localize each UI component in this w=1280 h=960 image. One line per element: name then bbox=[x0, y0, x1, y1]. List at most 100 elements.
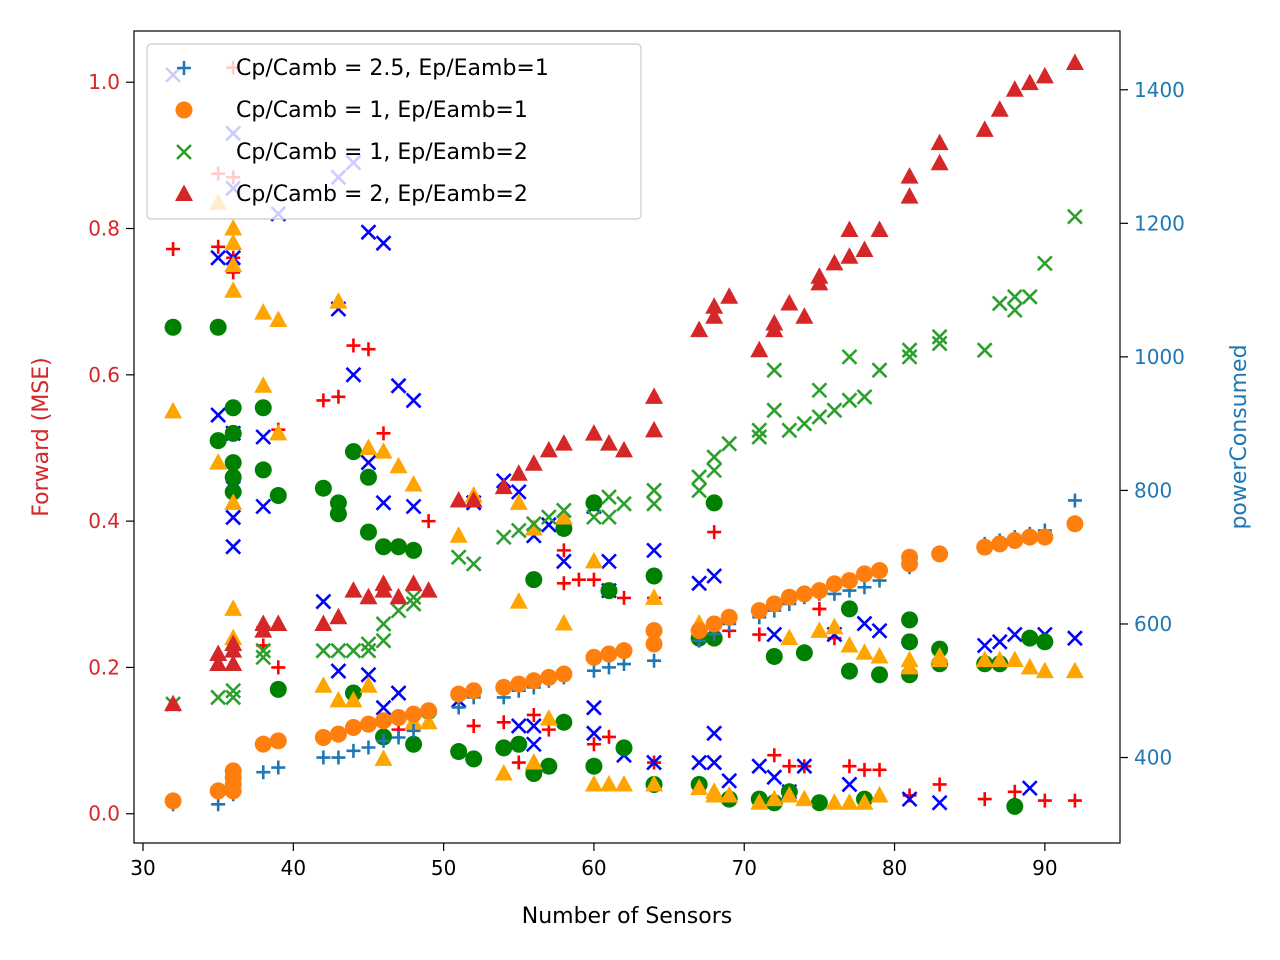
data-point-series-4 bbox=[509, 464, 528, 481]
data-point-bg-2 bbox=[1006, 797, 1024, 815]
data-point-bg-3 bbox=[780, 785, 799, 803]
data-point-bg-2 bbox=[224, 454, 242, 472]
data-point-series-4 bbox=[614, 440, 633, 458]
data-point-bg-3 bbox=[494, 764, 513, 781]
data-point-bg-2 bbox=[645, 567, 663, 585]
data-point-series-2 bbox=[344, 718, 362, 736]
data-point-series-1 bbox=[451, 700, 466, 715]
x-axis: 30 40 50 60 70 80 90 bbox=[130, 843, 1058, 880]
data-point-bg-2 bbox=[540, 757, 558, 775]
data-point-series-3 bbox=[766, 402, 783, 419]
data-point-series-3 bbox=[856, 389, 873, 405]
data-point-series-2 bbox=[254, 735, 272, 753]
data-point-bg-3 bbox=[870, 646, 889, 664]
data-point-bg-1 bbox=[525, 736, 542, 753]
data-point-series-4 bbox=[1035, 66, 1054, 84]
data-point-bg-2 bbox=[1021, 629, 1039, 647]
data-point-bg-1 bbox=[871, 622, 888, 639]
data-point-bg-1 bbox=[375, 699, 392, 716]
x-tick-label: 60 bbox=[581, 856, 606, 880]
data-point-bg-3 bbox=[554, 507, 573, 525]
data-point-series-3 bbox=[1021, 288, 1038, 305]
data-point-bg-1 bbox=[360, 666, 377, 683]
data-point-bg-3 bbox=[645, 588, 664, 605]
data-point-series-2 bbox=[375, 712, 393, 730]
data-point-bg-1 bbox=[646, 754, 662, 771]
data-point-series-3 bbox=[781, 422, 798, 439]
data-point-bg-0 bbox=[707, 525, 722, 540]
data-point-bg-2 bbox=[254, 461, 272, 479]
data-point-bg-1 bbox=[390, 377, 407, 394]
data-point-series-4 bbox=[705, 297, 724, 314]
data-point-bg-2 bbox=[901, 611, 919, 629]
data-point-series-4 bbox=[645, 387, 664, 404]
data-point-series-4 bbox=[359, 587, 378, 605]
data-point-bg-1 bbox=[901, 791, 918, 808]
data-point-bg-3 bbox=[780, 628, 799, 646]
data-point-series-4 bbox=[209, 654, 228, 672]
data-point-bg-3 bbox=[554, 614, 573, 631]
data-point-bg-3 bbox=[539, 709, 558, 726]
data-point-series-1 bbox=[316, 750, 331, 765]
data-point-bg-2 bbox=[329, 494, 347, 512]
data-point-series-2 bbox=[720, 608, 738, 626]
data-point-bg-2 bbox=[224, 399, 242, 417]
data-point-series-3 bbox=[931, 335, 948, 352]
plot-frame bbox=[133, 30, 1121, 844]
left-y-tick-label: 1.0 bbox=[88, 70, 120, 94]
data-point-bg-3 bbox=[870, 785, 889, 803]
data-point-series-4 bbox=[164, 694, 183, 712]
data-point-bg-0 bbox=[932, 777, 947, 792]
data-point-series-1 bbox=[331, 750, 346, 765]
data-point-bg-2 bbox=[164, 318, 182, 336]
data-point-series-2 bbox=[705, 615, 723, 633]
data-point-series-4 bbox=[464, 490, 483, 508]
data-point-series-4 bbox=[344, 581, 363, 598]
data-point-bg-2 bbox=[510, 735, 528, 753]
data-point-bg-3 bbox=[164, 401, 183, 419]
data-point-bg-3 bbox=[254, 303, 273, 320]
data-point-bg-1 bbox=[555, 553, 572, 570]
data-point-bg-3 bbox=[329, 690, 348, 708]
data-point-series-2 bbox=[1006, 532, 1024, 550]
data-point-bg-1 bbox=[991, 633, 1008, 650]
data-point-series-2 bbox=[465, 682, 483, 700]
data-point-bg-3 bbox=[329, 292, 348, 309]
data-point-bg-0 bbox=[466, 718, 481, 733]
data-point-bg-3 bbox=[765, 789, 784, 807]
data-point-bg-2 bbox=[840, 600, 858, 618]
data-point-bg-2 bbox=[375, 538, 393, 556]
data-point-bg-2 bbox=[344, 443, 362, 461]
data-point-bg-3 bbox=[374, 749, 393, 766]
data-point-bg-3 bbox=[524, 753, 543, 770]
data-point-bg-0 bbox=[361, 342, 376, 357]
data-point-bg-0 bbox=[376, 426, 391, 441]
data-point-bg-3 bbox=[509, 592, 528, 609]
data-point-series-4 bbox=[524, 454, 543, 471]
data-point-series-2 bbox=[525, 672, 543, 690]
right-y-axis-label: powerConsumed bbox=[1227, 344, 1252, 529]
right-y-tick-label: 1200 bbox=[1134, 211, 1185, 235]
data-point-bg-3 bbox=[1020, 657, 1039, 675]
data-point-series-3 bbox=[811, 409, 828, 425]
data-point-series-1 bbox=[647, 653, 662, 668]
data-point-bg-1 bbox=[931, 794, 948, 811]
legend-entry-4: Cp/Camb = 2, Ep/Eamb=2 bbox=[236, 182, 528, 207]
data-point-series-2 bbox=[329, 725, 347, 743]
data-point-bg-3 bbox=[975, 650, 994, 668]
data-point-series-4 bbox=[975, 120, 994, 137]
data-point-series-3 bbox=[706, 449, 723, 465]
data-point-bg-1 bbox=[751, 758, 768, 775]
data-point-series-3 bbox=[495, 529, 512, 546]
left-y-axis: 0.0 0.2 0.4 0.6 0.8 1.0 bbox=[88, 70, 134, 826]
data-point-bg-0 bbox=[211, 239, 226, 254]
data-point-bg-3 bbox=[314, 676, 333, 693]
data-point-series-3 bbox=[871, 362, 888, 379]
data-point-bg-1 bbox=[841, 776, 858, 793]
data-point-bg-3 bbox=[224, 281, 243, 298]
data-point-series-4 bbox=[705, 307, 724, 324]
data-point-series-4 bbox=[1005, 80, 1024, 97]
left-y-tick-label: 0.8 bbox=[88, 217, 120, 241]
data-point-bg-0 bbox=[586, 572, 601, 587]
data-point-series-3 bbox=[991, 295, 1008, 312]
